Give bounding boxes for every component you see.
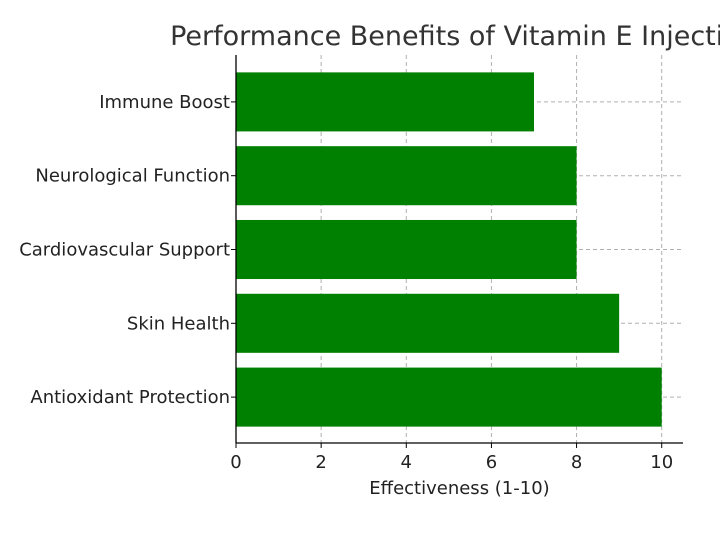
bar xyxy=(236,219,577,280)
axes xyxy=(231,55,683,448)
bars xyxy=(236,72,662,427)
bar xyxy=(236,293,620,353)
labels: 0 2 4 6 8 10 Antioxidant Protection Skin Health… xyxy=(19,92,673,473)
x-tick-label: 10 xyxy=(650,452,673,473)
bar xyxy=(236,367,662,427)
x-tick-label: 8 xyxy=(571,452,582,473)
x-axis-label: Effectiveness (1-10) xyxy=(369,478,549,499)
chart-title: Performance Benefits of Vitamin E Inject… xyxy=(170,21,720,52)
bar xyxy=(236,72,534,132)
category-label: Skin Health xyxy=(127,313,230,334)
x-tick-label: 6 xyxy=(486,452,497,473)
x-tick-label: 0 xyxy=(230,452,241,473)
category-label: Antioxidant Protection xyxy=(30,387,230,408)
bar xyxy=(236,146,577,206)
x-tick-label: 2 xyxy=(315,452,326,473)
category-label: Immune Boost xyxy=(99,92,230,113)
category-label: Neurological Function xyxy=(35,166,230,187)
x-tick-label: 4 xyxy=(401,452,412,473)
category-label: Cardiovascular Support xyxy=(19,240,230,261)
